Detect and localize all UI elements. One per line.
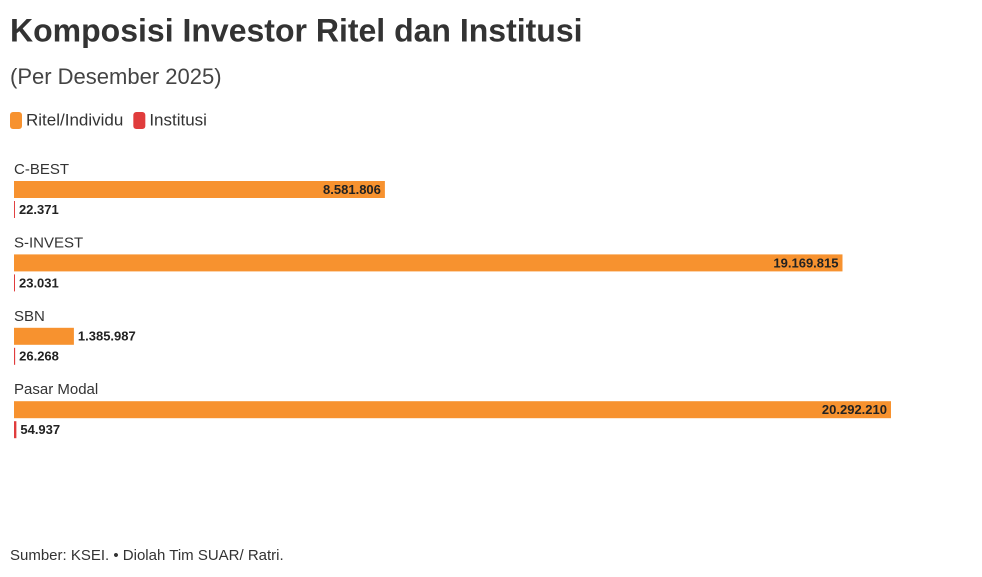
category-label: C-BEST xyxy=(14,161,69,178)
bar xyxy=(14,347,16,365)
source-note: Sumber: KSEI. • Diolah Tim SUAR/ Ratri. xyxy=(10,547,284,564)
bar xyxy=(14,254,843,272)
legend-label: Ritel/Individu xyxy=(26,110,123,129)
legend-swatch xyxy=(133,112,146,129)
category-label: Pasar Modal xyxy=(14,381,98,398)
value-label: 23.031 xyxy=(19,275,59,290)
bar xyxy=(14,327,74,345)
legend-label: Institusi xyxy=(149,110,207,129)
value-label: 26.268 xyxy=(19,349,59,364)
value-label: 19.169.815 xyxy=(773,255,838,270)
legend-swatch xyxy=(10,112,22,129)
category-label: SBN xyxy=(14,308,45,325)
bar xyxy=(14,421,17,439)
value-label: 8.581.806 xyxy=(323,182,381,197)
bar xyxy=(14,201,15,218)
bar xyxy=(14,401,891,419)
category-label: S-INVEST xyxy=(14,234,83,251)
bar xyxy=(14,274,15,292)
value-label: 22.371 xyxy=(19,202,59,217)
bar xyxy=(14,181,385,198)
chart-subtitle: (Per Desember 2025) xyxy=(10,64,222,89)
value-label: 54.937 xyxy=(20,422,60,437)
value-label: 1.385.987 xyxy=(78,329,136,344)
value-label: 20.292.210 xyxy=(822,402,887,417)
chart-title: Komposisi Investor Ritel dan Institusi xyxy=(10,12,583,48)
